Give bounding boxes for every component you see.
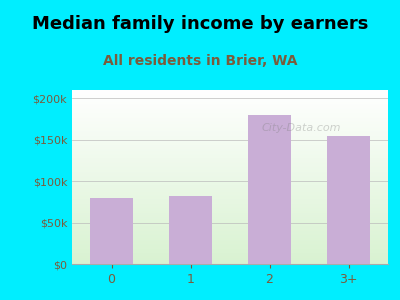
Text: All residents in Brier, WA: All residents in Brier, WA [103,54,297,68]
Bar [248,115,291,264]
Bar [169,196,212,264]
Text: City-Data.com: City-Data.com [262,123,341,133]
Bar [90,198,133,264]
Text: Median family income by earners: Median family income by earners [32,15,368,33]
Bar [327,136,370,264]
